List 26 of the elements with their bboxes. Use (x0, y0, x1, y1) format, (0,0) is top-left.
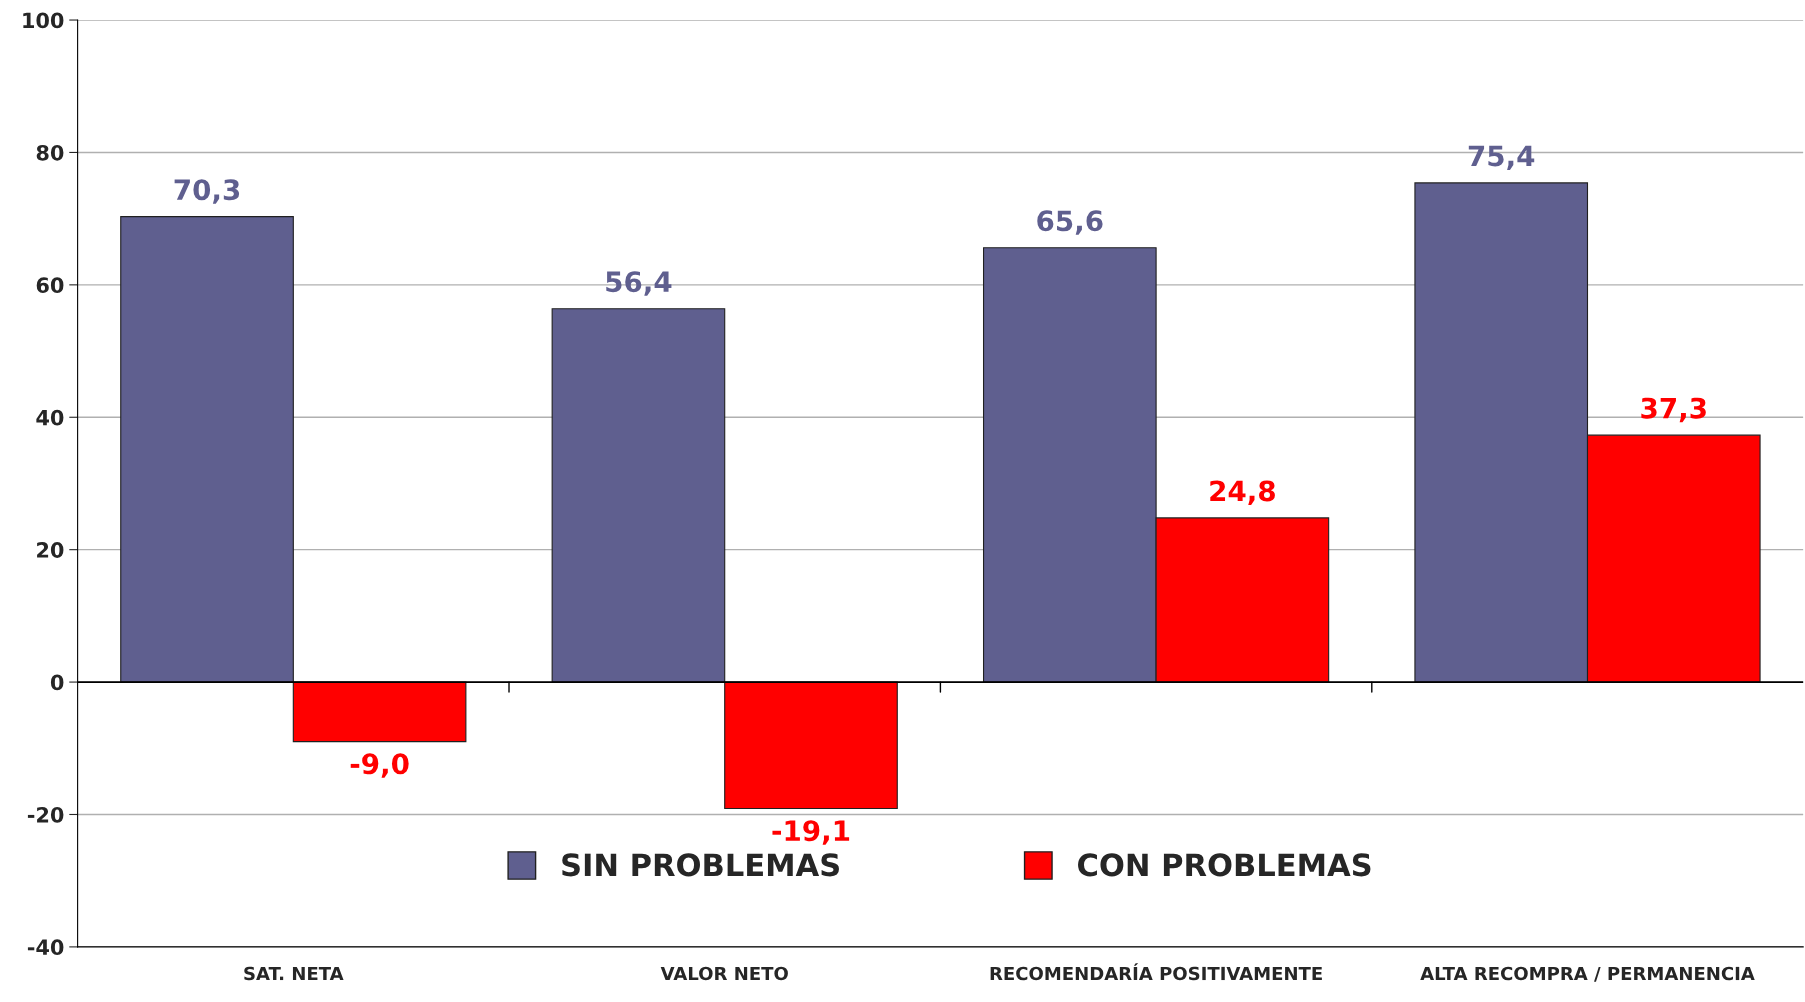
data-label: -19,1 (772, 820, 850, 845)
data-label: 37,3 (1641, 397, 1706, 423)
x-tick-label: SAT. NETA (244, 966, 344, 981)
bar (292, 681, 467, 743)
data-label: 75,4 (1468, 145, 1535, 170)
x-tick-label: RECOMENDARÍA POSITIVAMENTE (990, 963, 1322, 981)
legend-label: CON PROBLEMAS (1078, 853, 1371, 877)
x-tick-label: VALOR NETO (660, 966, 788, 981)
y-tick-label: -20 (27, 806, 64, 823)
x-tick-label: ALTA RECOMPRA / PERMANENCIA (1420, 966, 1755, 982)
bar (120, 216, 294, 683)
data-label: 70,3 (174, 179, 240, 204)
y-tick-label: 80 (36, 144, 64, 161)
bar (724, 681, 898, 810)
bar (551, 308, 726, 683)
y-tick-label: 40 (36, 409, 64, 426)
y-tick-label: 60 (36, 277, 64, 294)
data-label: -9,0 (350, 753, 409, 778)
data-label: 65,6 (1037, 210, 1103, 235)
y-tick-label: 0 (50, 674, 64, 691)
data-label: 24,8 (1210, 480, 1275, 505)
data-label: 56,4 (606, 271, 672, 296)
legend-label: SIN PROBLEMAS (562, 853, 839, 877)
y-tick-label: -40 (27, 939, 64, 956)
y-tick-label: 20 (37, 542, 64, 558)
y-tick-label: 100 (23, 12, 64, 29)
